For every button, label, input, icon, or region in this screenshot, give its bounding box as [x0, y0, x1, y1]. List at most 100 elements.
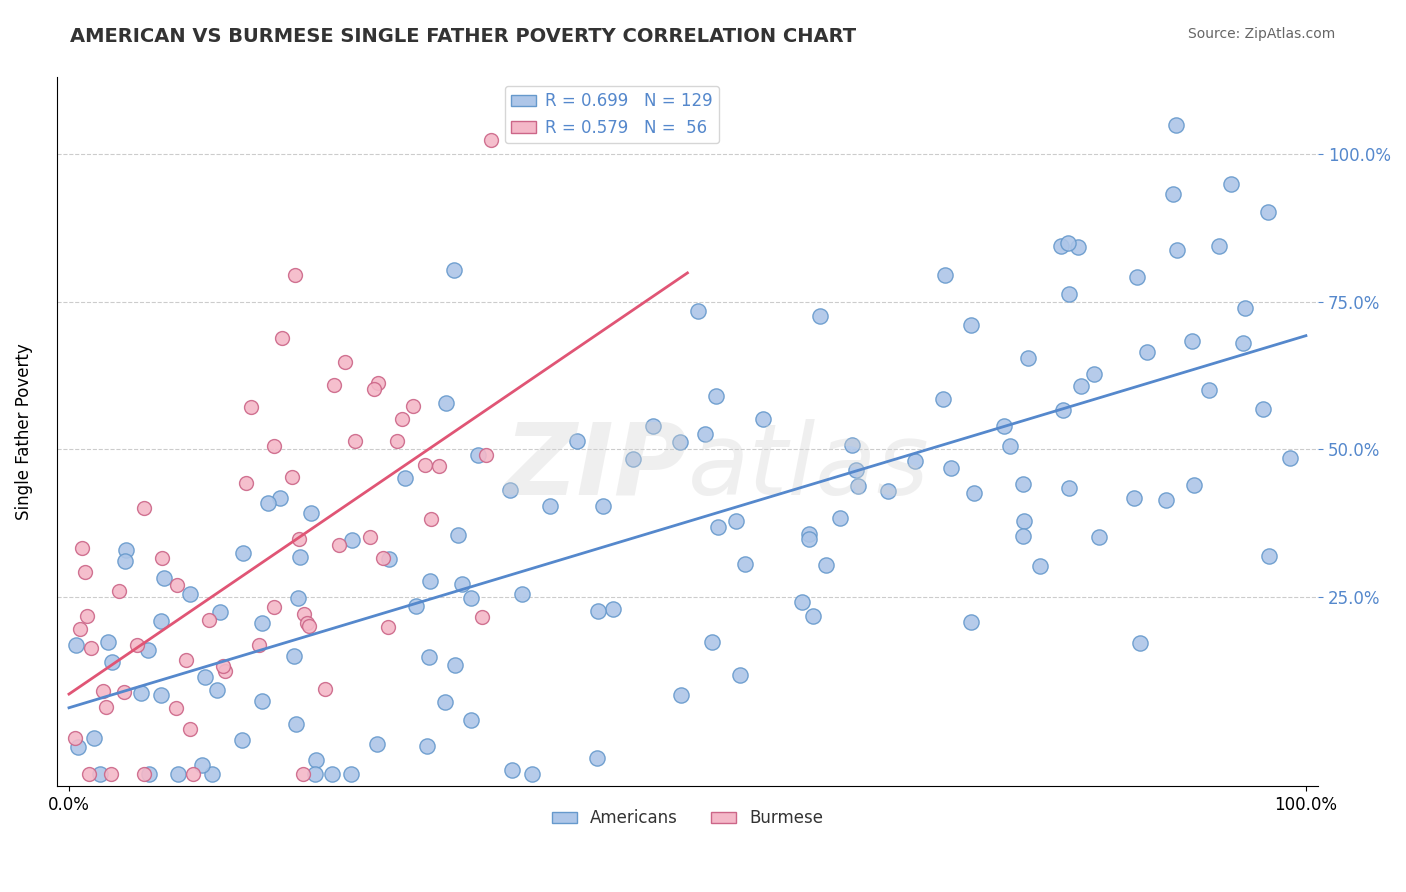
Point — [443, 263, 465, 277]
Point — [132, 500, 155, 515]
Point — [1232, 336, 1254, 351]
Point — [686, 304, 709, 318]
Point — [501, 763, 523, 777]
Point — [1198, 383, 1220, 397]
Point — [340, 533, 363, 547]
Point — [65, 638, 87, 652]
Point — [83, 731, 105, 746]
Point — [179, 586, 201, 600]
Point — [201, 767, 224, 781]
Point — [112, 685, 135, 699]
Point — [602, 602, 624, 616]
Point — [565, 434, 588, 449]
Point — [460, 713, 482, 727]
Point — [181, 767, 204, 781]
Point — [963, 485, 986, 500]
Point — [100, 656, 122, 670]
Point — [734, 557, 756, 571]
Point — [1129, 636, 1152, 650]
Point — [499, 483, 522, 497]
Point — [231, 733, 253, 747]
Point — [419, 512, 441, 526]
Point — [1070, 379, 1092, 393]
Point — [998, 439, 1021, 453]
Point — [63, 731, 86, 745]
Point — [841, 437, 863, 451]
Y-axis label: Single Father Poverty: Single Father Poverty — [15, 343, 32, 520]
Point — [378, 552, 401, 566]
Point — [305, 753, 328, 767]
Point — [1050, 238, 1073, 252]
Point — [292, 767, 315, 781]
Point — [288, 532, 311, 546]
Point — [208, 605, 231, 619]
Point — [321, 767, 343, 781]
Point — [538, 499, 561, 513]
Point — [1087, 530, 1109, 544]
Point — [434, 695, 457, 709]
Point — [668, 435, 690, 450]
Point — [269, 491, 291, 505]
Point — [363, 382, 385, 396]
Point — [66, 739, 89, 754]
Point — [198, 613, 221, 627]
Point — [522, 767, 544, 781]
Point — [359, 531, 381, 545]
Point — [314, 681, 336, 696]
Point — [385, 434, 408, 448]
Point — [471, 610, 494, 624]
Point — [1122, 491, 1144, 505]
Point — [89, 767, 111, 781]
Point — [77, 767, 100, 781]
Point — [108, 583, 131, 598]
Point — [1066, 240, 1088, 254]
Point — [960, 615, 983, 629]
Point — [416, 739, 439, 754]
Point — [434, 395, 457, 409]
Point — [1083, 367, 1105, 381]
Point — [69, 622, 91, 636]
Point — [288, 550, 311, 565]
Text: Source: ZipAtlas.com: Source: ZipAtlas.com — [1188, 27, 1336, 41]
Point — [367, 376, 389, 390]
Point — [70, 541, 93, 555]
Point — [413, 458, 436, 472]
Point — [704, 389, 727, 403]
Point — [707, 520, 730, 534]
Point — [284, 716, 307, 731]
Point — [194, 670, 217, 684]
Point — [1156, 493, 1178, 508]
Point — [149, 689, 172, 703]
Point — [1233, 301, 1256, 316]
Point — [725, 514, 748, 528]
Point — [814, 558, 837, 572]
Point — [153, 571, 176, 585]
Point — [586, 751, 609, 765]
Text: atlas: atlas — [688, 418, 929, 516]
Point — [232, 546, 254, 560]
Point — [250, 694, 273, 708]
Point — [797, 532, 820, 546]
Point — [281, 469, 304, 483]
Point — [174, 653, 197, 667]
Point — [1136, 345, 1159, 359]
Point — [366, 737, 388, 751]
Point — [1011, 476, 1033, 491]
Point — [1164, 118, 1187, 132]
Point — [391, 412, 413, 426]
Point — [270, 331, 292, 345]
Point — [1057, 481, 1080, 495]
Point — [1012, 529, 1035, 543]
Point — [592, 499, 614, 513]
Point — [167, 767, 190, 781]
Point — [828, 510, 851, 524]
Point — [165, 701, 187, 715]
Point — [129, 686, 152, 700]
Point — [97, 634, 120, 648]
Legend: Americans, Burmese: Americans, Burmese — [546, 803, 830, 834]
Point — [322, 378, 344, 392]
Point — [1257, 205, 1279, 219]
Point — [1166, 243, 1188, 257]
Point — [94, 699, 117, 714]
Point — [138, 767, 160, 781]
